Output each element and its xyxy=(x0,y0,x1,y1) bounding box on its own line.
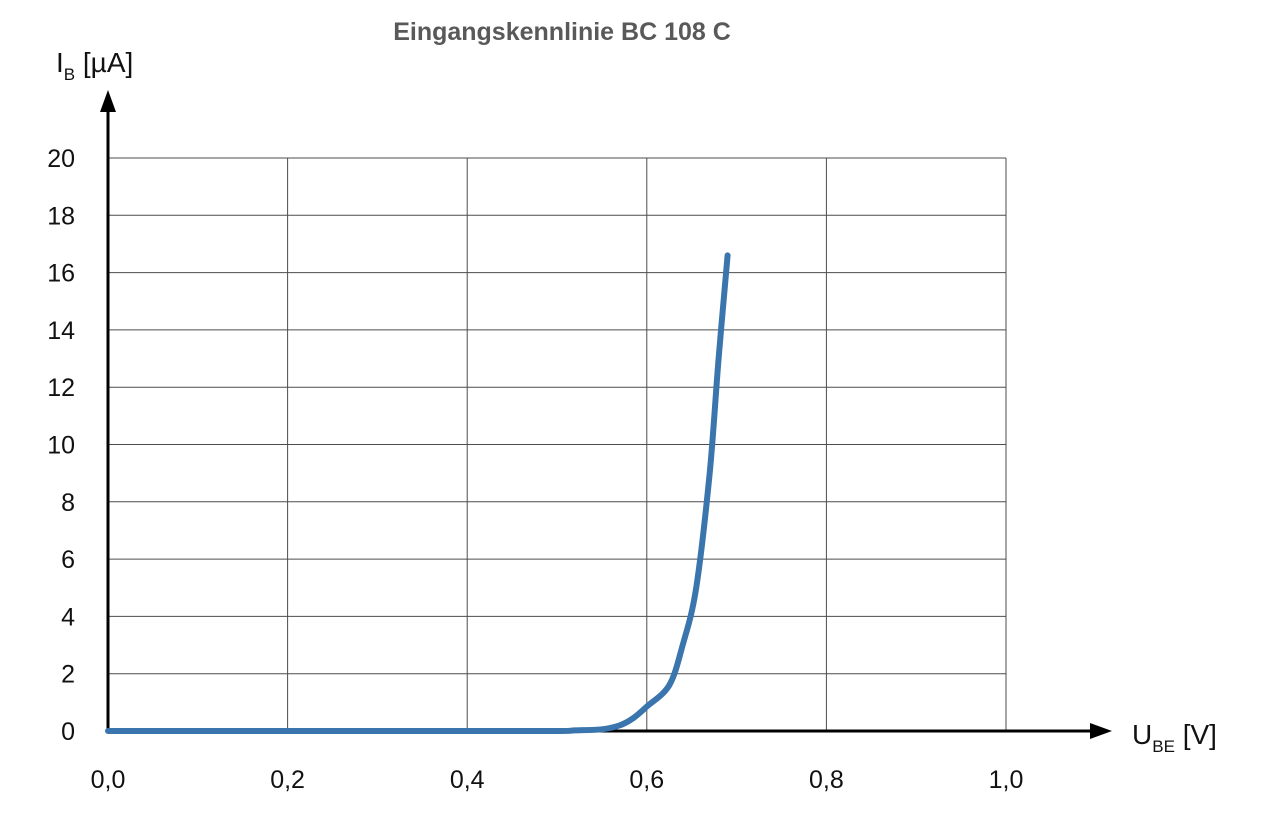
y-tick-label: 18 xyxy=(47,202,75,230)
chart-title: Eingangskennlinie BC 108 C xyxy=(393,18,731,46)
x-tick-label: 1,0 xyxy=(989,766,1024,794)
y-tick-label: 10 xyxy=(47,432,75,460)
x-axis-label-sub: BE xyxy=(1152,737,1175,756)
series-line xyxy=(105,252,731,735)
y-tick-label: 6 xyxy=(61,546,75,574)
y-tick-label: 16 xyxy=(47,260,75,288)
series-layer xyxy=(105,252,731,735)
y-axis-label-main: I xyxy=(56,47,64,78)
x-tick-label: 0,0 xyxy=(91,766,126,794)
y-tick-label: 12 xyxy=(47,374,75,402)
x-axis-arrow xyxy=(1090,723,1112,739)
x-tick-label: 0,8 xyxy=(809,766,844,794)
x-axis-label: UBE [V] xyxy=(1132,719,1217,756)
y-axis-arrow xyxy=(100,90,116,112)
y-axis-label: IB [µA] xyxy=(56,47,133,84)
y-tick-label: 8 xyxy=(61,489,75,517)
y-tick-label: 2 xyxy=(61,661,75,689)
x-tick-label: 0,4 xyxy=(450,766,485,794)
y-axis-label-sub: B xyxy=(64,65,75,84)
y-tick-label: 4 xyxy=(61,603,75,631)
y-tick-label: 14 xyxy=(47,317,75,345)
y-tick-label: 20 xyxy=(47,145,75,173)
y-tick-label: 0 xyxy=(61,718,75,746)
y-axis-label-unit: [µA] xyxy=(75,47,133,78)
x-tick-label: 0,2 xyxy=(270,766,305,794)
grid xyxy=(108,157,1007,731)
tick-labels: 0,0 0,2 0,4 0,6 0,8 1,0 0 2 4 6 8 10 12 14 16 18 20 xyxy=(47,145,1023,794)
x-axis-label-main: U xyxy=(1132,719,1152,750)
x-tick-label: 0,6 xyxy=(629,766,664,794)
axes xyxy=(100,90,1112,739)
x-axis-label-unit: [V] xyxy=(1175,719,1217,750)
